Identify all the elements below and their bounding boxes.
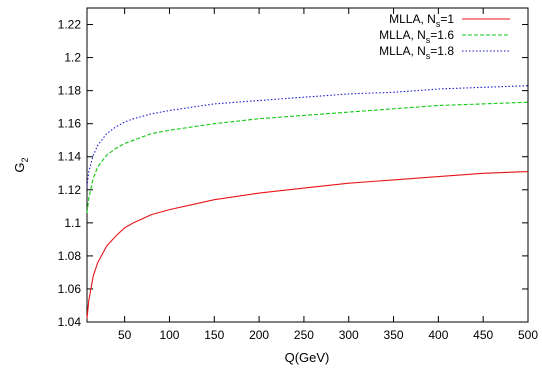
y-tick-label: 1.12 <box>58 183 82 197</box>
legend-label-name: MLLA, N <box>379 28 426 42</box>
x-tick-label: 500 <box>518 328 538 342</box>
y-axis-label-main: G <box>12 162 27 172</box>
x-tick-label: 250 <box>294 328 314 342</box>
x-tick-label: 200 <box>249 328 269 342</box>
x-axis-label: Q(GeV) <box>285 350 330 365</box>
x-tick-label: 50 <box>118 328 132 342</box>
y-tick-label: 1.2 <box>64 51 81 65</box>
y-tick-label: 1.1 <box>64 216 81 230</box>
y-tick-label: 1.16 <box>58 117 82 131</box>
y-tick-label: 1.22 <box>58 18 82 32</box>
x-tick-label: 150 <box>204 328 224 342</box>
axis-ticks: 50 100 150 200 250 300 350 400 450 500 1.04 1.06 1.0… <box>58 8 538 342</box>
series-line-2 <box>86 101 529 213</box>
series-line-1 <box>86 171 529 319</box>
y-tick-label: 1.18 <box>58 84 82 98</box>
legend-label-name: MLLA, N <box>379 44 426 58</box>
legend-label-2: MLLA, Ns=1.6 <box>379 28 454 45</box>
series-layer <box>86 85 529 319</box>
legend-label-suffix: =1.6 <box>430 28 454 42</box>
y-tick-label: 1.08 <box>58 249 82 263</box>
legend-label-suffix: =1.8 <box>430 44 454 58</box>
series-line-3 <box>86 85 529 187</box>
x-tick-label: 300 <box>339 328 359 342</box>
x-tick-label: 450 <box>473 328 493 342</box>
legend-label-subscript: s <box>436 19 441 29</box>
plot-frame <box>86 7 529 323</box>
y-tick-label: 1.04 <box>58 315 82 329</box>
x-tick-label: 400 <box>428 328 448 342</box>
legend-label-3: MLLA, Ns=1.8 <box>379 44 454 61</box>
legend-label-subscript: s <box>426 35 431 45</box>
y-axis-label: G2 <box>12 157 30 172</box>
legend-label-1: MLLA, Ns=1 <box>389 12 454 29</box>
x-tick-label: 350 <box>384 328 404 342</box>
legend-label-name: MLLA, N <box>389 12 436 26</box>
legend-label-suffix: =1 <box>440 12 454 26</box>
y-tick-label: 1.14 <box>58 150 82 164</box>
legend-label-subscript: s <box>426 51 431 61</box>
x-tick-label: 100 <box>159 328 179 342</box>
y-tick-label: 1.06 <box>58 282 82 296</box>
y-axis-label-subscript: 2 <box>20 157 30 162</box>
